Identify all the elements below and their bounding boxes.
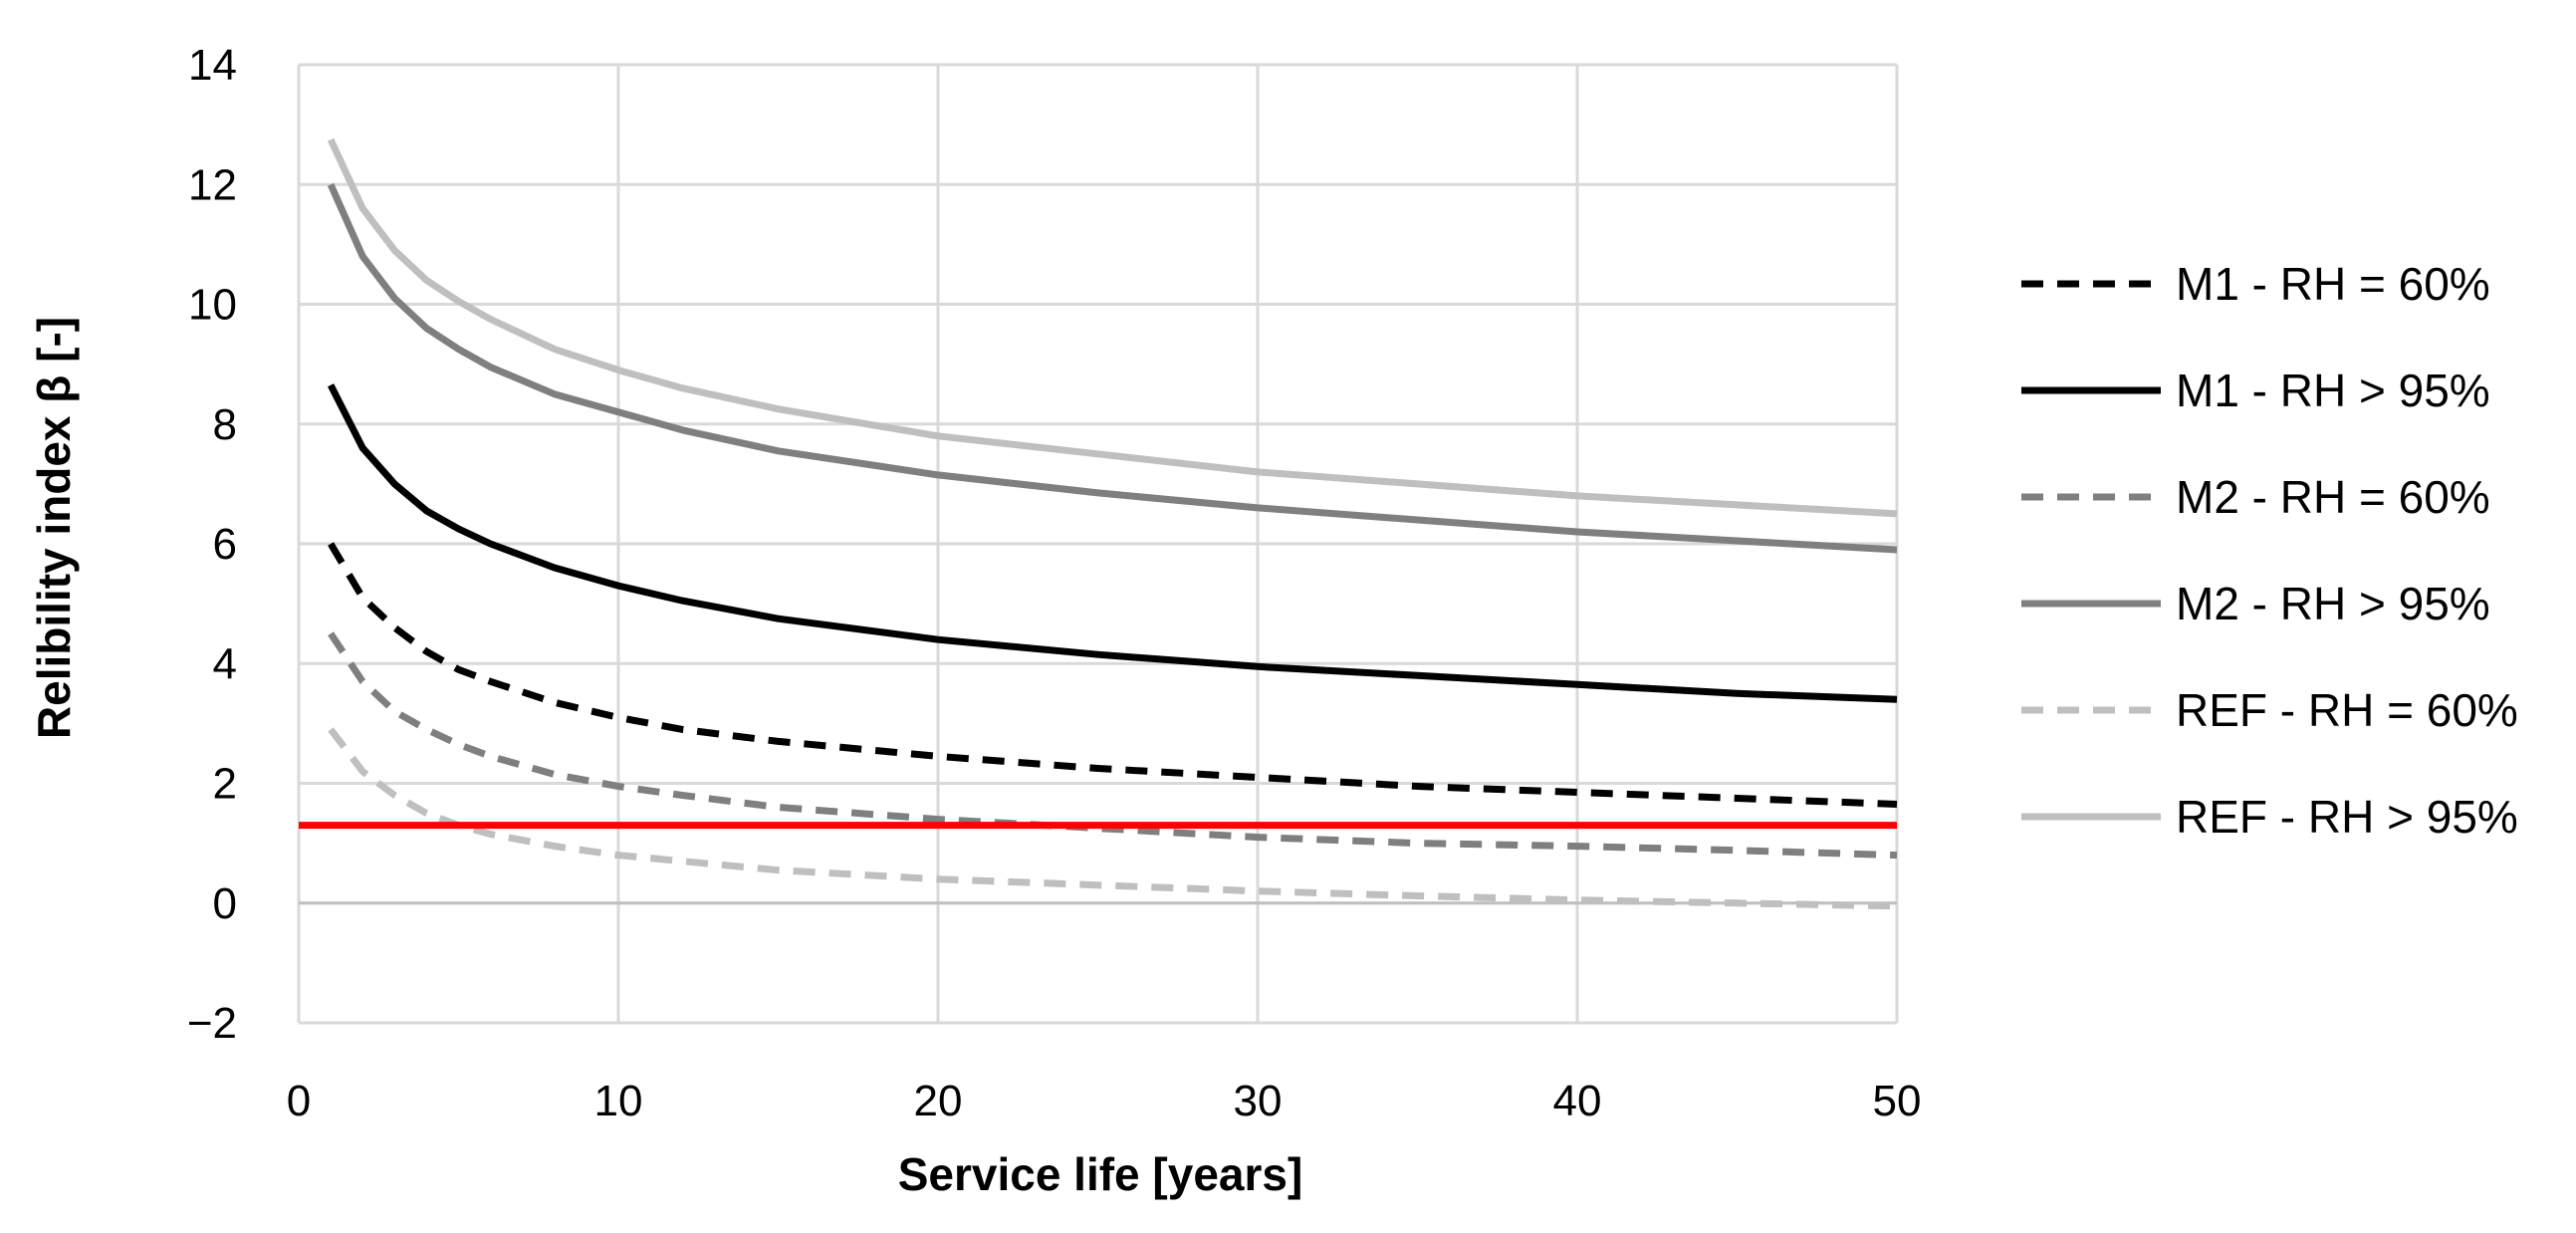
y-tick-label: 12: [188, 160, 237, 209]
y-tick-label: 0: [213, 879, 237, 928]
tick-labels: −2 0 2 4 6 8 10 12 14 0 10 20 30 40 50: [187, 41, 1922, 1125]
legend: M1 - RH = 60% M1 - RH > 95% M2 - RH = 60% M…: [2021, 258, 2518, 843]
legend-label-4: M2 - RH > 95%: [2176, 578, 2490, 629]
series-line-5: [328, 727, 1898, 910]
legend-label-5: REF - RH = 60%: [2176, 684, 2518, 736]
x-tick-label: 0: [287, 1077, 311, 1125]
series-line-1: [328, 542, 1898, 808]
plot-area: [299, 137, 1898, 910]
y-tick-label: −2: [187, 999, 237, 1048]
x-tick-label: 30: [1234, 1077, 1283, 1125]
y-tick-label: 6: [213, 520, 237, 569]
y-tick-label: 4: [213, 639, 237, 688]
legend-label-6: REF - RH > 95%: [2176, 791, 2518, 843]
series-line-4: [327, 182, 1898, 554]
y-tick-label: 10: [188, 281, 237, 330]
series-line-6: [327, 137, 1898, 518]
x-axis-title: Service life [years]: [898, 1148, 1303, 1200]
gridlines: [297, 63, 1899, 1025]
y-tick-label: 2: [213, 760, 237, 809]
x-tick-label: 50: [1873, 1077, 1922, 1125]
legend-label-3: M2 - RH = 60%: [2176, 471, 2490, 523]
x-tick-label: 10: [594, 1077, 643, 1125]
legend-label-1: M1 - RH = 60%: [2176, 258, 2490, 310]
y-tick-label: 14: [188, 41, 237, 90]
y-tick-label: 8: [213, 400, 237, 449]
series-line-3: [328, 631, 1898, 860]
legend-label-2: M1 - RH > 95%: [2176, 365, 2490, 416]
x-tick-label: 40: [1553, 1077, 1602, 1125]
series-line-2: [327, 383, 1898, 703]
y-axis-title: Relibility index β [-]: [28, 317, 80, 739]
x-tick-label: 20: [914, 1077, 963, 1125]
